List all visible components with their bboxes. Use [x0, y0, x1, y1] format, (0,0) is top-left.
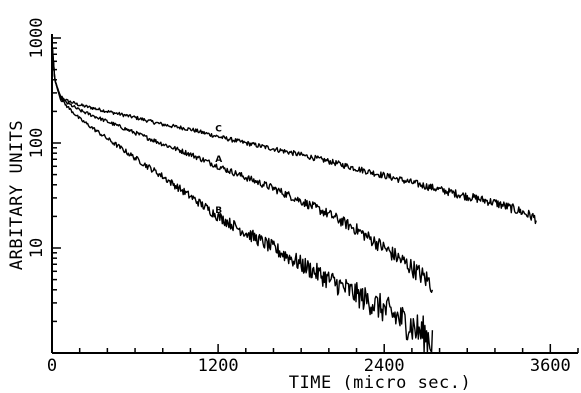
y-tick-label: 10 — [27, 238, 47, 258]
x-tick-label: 1200 — [198, 356, 239, 376]
curves-layer — [51, 42, 537, 353]
ticks-layer — [51, 37, 579, 353]
series-a-label: A — [215, 155, 222, 165]
x-tick-label: 3600 — [530, 356, 571, 376]
y-tick-label: 100 — [27, 128, 47, 159]
series-c-label: C — [215, 125, 222, 135]
series-b-line — [51, 42, 434, 353]
y-tick-label: 1000 — [27, 18, 47, 59]
labels-layer: 0 1200 2400 3600 10 100 1000 C A B — [27, 18, 571, 376]
axes-layer — [51, 34, 578, 354]
series-a-line — [51, 42, 434, 293]
x-tick-label: 2400 — [364, 356, 405, 376]
x-tick-label: 0 — [47, 356, 57, 376]
series-c-line — [51, 42, 537, 225]
series-b-label: B — [215, 206, 222, 216]
y-axis-title: ARBITARY UNITS — [7, 120, 27, 270]
x-axis-title: TIME (micro sec.) — [289, 373, 472, 393]
